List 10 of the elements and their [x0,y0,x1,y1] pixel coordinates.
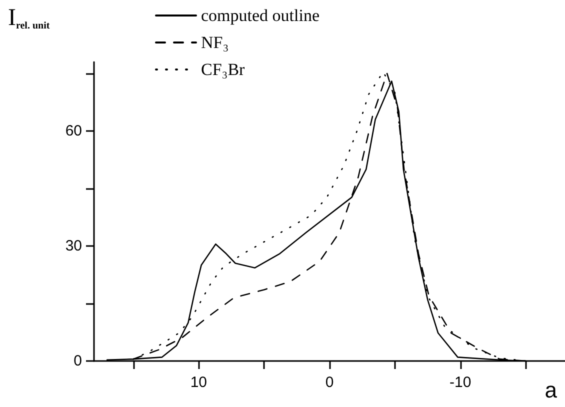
y-tick-label: 30 [65,238,82,254]
x-tick-label: 10 [190,374,208,391]
x-tick-label: -10 [449,374,472,391]
legend-label: computed outline [201,6,320,25]
x-tick-label: 0 [325,374,334,391]
legend-label: NF₃ [201,33,229,52]
x-axis-title: a [544,378,558,402]
legend-label: CF₃Br [201,60,246,79]
y-tick-label: 0 [74,352,82,370]
y-tick-label: 60 [65,122,82,140]
